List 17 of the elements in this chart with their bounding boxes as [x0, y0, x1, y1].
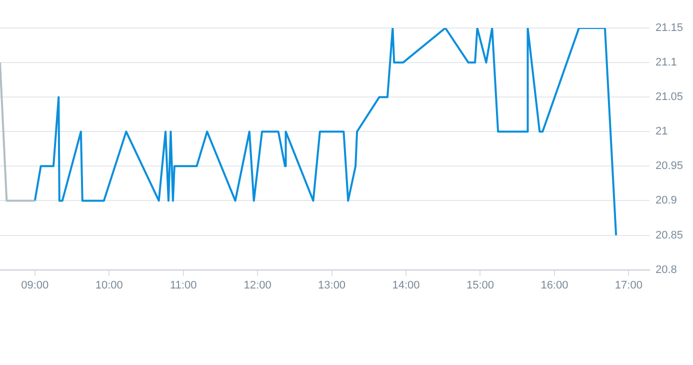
x-tick-label: 15:00: [466, 279, 494, 292]
y-tick-label: 20.95: [655, 160, 684, 172]
y-tick-label: 20.9: [655, 194, 677, 207]
y-tick-label: 20.8: [655, 264, 677, 276]
x-tick-label: 09:00: [21, 279, 49, 292]
y-tick-label: 21.15: [655, 22, 684, 34]
x-tick-label: 14:00: [392, 279, 420, 292]
x-tick-label: 13:00: [318, 279, 346, 292]
y-tick-label: 21.05: [655, 91, 684, 104]
y-tick-label: 21: [655, 126, 668, 138]
y-tick-label: 20.85: [655, 229, 684, 242]
x-tick-label: 11:00: [170, 279, 197, 292]
x-tick-label: 12:00: [244, 279, 272, 292]
y-tick-label: 21.1: [655, 56, 677, 69]
x-tick-label: 10:00: [95, 279, 123, 292]
x-tick-label: 17:00: [614, 279, 642, 292]
x-tick-label: 16:00: [540, 279, 568, 292]
